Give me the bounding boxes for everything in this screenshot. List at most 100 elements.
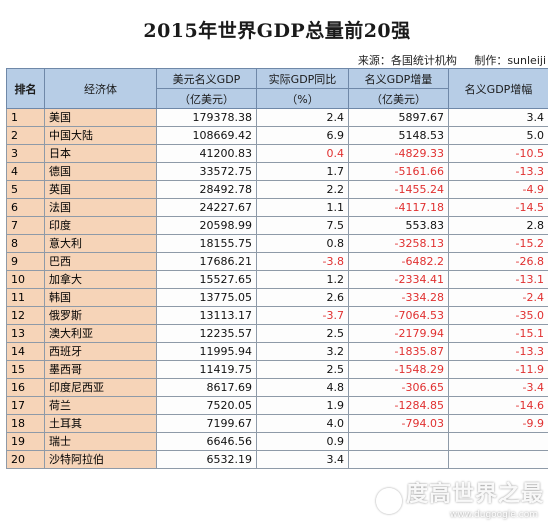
table-row: 10 加拿大 15527.65 1.2 -2334.41 -13.1 <box>6 270 548 289</box>
source-line: 来源：各国统计机构 制作：sunleiji <box>344 52 546 68</box>
cell-real-gdp-growth: 2.5 <box>256 324 349 343</box>
cell-economy: 印度尼西亚 <box>44 378 157 397</box>
cell-real-gdp-growth: 1.2 <box>256 270 349 289</box>
cell-nominal-increase-pct: -11.9 <box>448 360 548 379</box>
cell-rank: 5 <box>6 180 45 199</box>
cell-economy: 墨西哥 <box>44 360 157 379</box>
cell-nominal-increase: -3258.13 <box>348 234 449 253</box>
cell-nominal-increase-pct: 2.8 <box>448 216 548 235</box>
cell-economy: 荷兰 <box>44 396 157 415</box>
table-row: 15 墨西哥 11419.75 2.5 -1548.29 -11.9 <box>6 360 548 379</box>
gdp-table-container: 排名 经济体 美元名义GDP 实际GDP同比 名义GDP增量 名义GDP增幅 （… <box>6 68 548 518</box>
header-economy: 经济体 <box>44 68 157 109</box>
cell-nominal-increase-pct: -14.6 <box>448 396 548 415</box>
cell-real-gdp-growth: -3.7 <box>256 306 349 325</box>
cell-rank: 7 <box>6 216 45 235</box>
cell-nominal-gdp: 24227.67 <box>156 198 257 217</box>
cell-nominal-gdp: 7199.67 <box>156 414 257 433</box>
table-row: 16 印度尼西亚 8617.69 4.8 -306.65 -3.4 <box>6 378 548 397</box>
cell-nominal-increase <box>348 450 449 469</box>
cell-real-gdp-growth: 2.2 <box>256 180 349 199</box>
cell-rank: 20 <box>6 450 45 469</box>
cell-nominal-increase-pct <box>448 432 548 451</box>
cell-rank: 19 <box>6 432 45 451</box>
table-header: 排名 经济体 美元名义GDP 实际GDP同比 名义GDP增量 名义GDP增幅 （… <box>6 68 548 109</box>
table-row: 13 澳大利亚 12235.57 2.5 -2179.94 -15.1 <box>6 324 548 343</box>
table-row: 18 土耳其 7199.67 4.0 -794.03 -9.9 <box>6 414 548 433</box>
cell-real-gdp-growth: 0.4 <box>256 144 349 163</box>
cell-economy: 印度 <box>44 216 157 235</box>
table-body: 1 美国 179378.38 2.4 5897.67 3.4 2 中国大陆 108669.42 6… <box>6 108 548 469</box>
cell-nominal-increase-pct: -35.0 <box>448 306 548 325</box>
header-rank: 排名 <box>6 68 45 109</box>
cell-nominal-increase: -2334.41 <box>348 270 449 289</box>
cell-nominal-increase: -4117.18 <box>348 198 449 217</box>
cell-nominal-increase: -334.28 <box>348 288 449 307</box>
table-row: 20 沙特阿拉伯 6532.19 3.4 <box>6 450 548 469</box>
cell-nominal-gdp: 20598.99 <box>156 216 257 235</box>
cell-nominal-increase: 5897.67 <box>348 108 449 127</box>
header-real-gdp-growth-unit: （%） <box>256 88 349 109</box>
cell-nominal-increase: 5148.53 <box>348 126 449 145</box>
cell-real-gdp-growth: 6.9 <box>256 126 349 145</box>
cell-rank: 12 <box>6 306 45 325</box>
cell-real-gdp-growth: 4.8 <box>256 378 349 397</box>
cell-real-gdp-growth: 0.9 <box>256 432 349 451</box>
table-row: 17 荷兰 7520.05 1.9 -1284.85 -14.6 <box>6 396 548 415</box>
cell-rank: 16 <box>6 378 45 397</box>
header-real-gdp-growth: 实际GDP同比 <box>256 68 349 89</box>
cell-nominal-increase-pct: -4.9 <box>448 180 548 199</box>
cell-nominal-gdp: 6532.19 <box>156 450 257 469</box>
cell-real-gdp-growth: 0.8 <box>256 234 349 253</box>
table-row: 2 中国大陆 108669.42 6.9 5148.53 5.0 <box>6 126 548 145</box>
cell-nominal-increase: -306.65 <box>348 378 449 397</box>
table-row: 5 英国 28492.78 2.2 -1455.24 -4.9 <box>6 180 548 199</box>
table-row: 3 日本 41200.83 0.4 -4829.33 -10.5 <box>6 144 548 163</box>
cell-nominal-gdp: 7520.05 <box>156 396 257 415</box>
cell-rank: 8 <box>6 234 45 253</box>
table-row: 7 印度 20598.99 7.5 553.83 2.8 <box>6 216 548 235</box>
header-nominal-gdp-unit: （亿美元） <box>156 88 257 109</box>
cell-nominal-increase-pct: -14.5 <box>448 198 548 217</box>
header-nominal-increase-unit: （亿美元） <box>348 88 449 109</box>
table-row: 19 瑞士 6646.56 0.9 <box>6 432 548 451</box>
cell-economy: 日本 <box>44 144 157 163</box>
cell-nominal-increase-pct: -10.5 <box>448 144 548 163</box>
cell-economy: 瑞士 <box>44 432 157 451</box>
cell-nominal-gdp: 11995.94 <box>156 342 257 361</box>
cell-nominal-gdp: 17686.21 <box>156 252 257 271</box>
cell-real-gdp-growth: 3.4 <box>256 450 349 469</box>
cell-nominal-gdp: 41200.83 <box>156 144 257 163</box>
cell-rank: 9 <box>6 252 45 271</box>
cell-nominal-increase-pct: -13.3 <box>448 342 548 361</box>
cell-nominal-gdp: 18155.75 <box>156 234 257 253</box>
cell-economy: 韩国 <box>44 288 157 307</box>
cell-nominal-increase: -1284.85 <box>348 396 449 415</box>
cell-economy: 法国 <box>44 198 157 217</box>
table-row: 11 韩国 13775.05 2.6 -334.28 -2.4 <box>6 288 548 307</box>
cell-real-gdp-growth: 2.5 <box>256 360 349 379</box>
cell-rank: 1 <box>6 108 45 127</box>
cell-economy: 美国 <box>44 108 157 127</box>
cell-rank: 18 <box>6 414 45 433</box>
cell-real-gdp-growth: 1.1 <box>256 198 349 217</box>
cell-nominal-increase: -1455.24 <box>348 180 449 199</box>
cell-economy: 俄罗斯 <box>44 306 157 325</box>
cell-nominal-increase-pct: -3.4 <box>448 378 548 397</box>
cell-rank: 10 <box>6 270 45 289</box>
cell-rank: 13 <box>6 324 45 343</box>
cell-economy: 中国大陆 <box>44 126 157 145</box>
cell-economy: 德国 <box>44 162 157 181</box>
cell-nominal-gdp: 11419.75 <box>156 360 257 379</box>
cell-nominal-increase-pct: -2.4 <box>448 288 548 307</box>
cell-nominal-gdp: 179378.38 <box>156 108 257 127</box>
cell-nominal-increase: -6482.2 <box>348 252 449 271</box>
cell-real-gdp-growth: -3.8 <box>256 252 349 271</box>
cell-nominal-increase: 553.83 <box>348 216 449 235</box>
cell-nominal-increase: -7064.53 <box>348 306 449 325</box>
table-row: 6 法国 24227.67 1.1 -4117.18 -14.5 <box>6 198 548 217</box>
cell-rank: 6 <box>6 198 45 217</box>
cell-nominal-gdp: 28492.78 <box>156 180 257 199</box>
cell-nominal-increase-pct <box>448 450 548 469</box>
cell-nominal-gdp: 13775.05 <box>156 288 257 307</box>
